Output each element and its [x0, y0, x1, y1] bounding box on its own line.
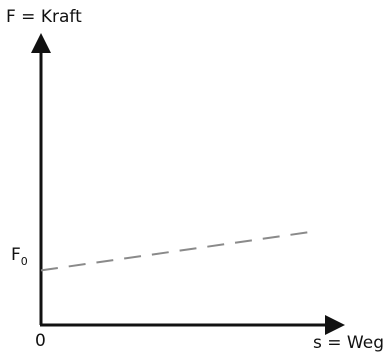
y-tick-label-subscript: 0: [21, 255, 28, 268]
origin-label: 0: [35, 331, 46, 351]
x-axis-label: s = Weg: [313, 333, 384, 353]
x-axis-arrowhead: [325, 315, 345, 335]
y-tick-label-f0: F0: [11, 245, 28, 268]
series-layer: [40, 231, 310, 272]
y-axis-arrowhead: [31, 33, 51, 53]
y-axis-label: F = Kraft: [6, 7, 82, 27]
y-tick-label-base: F: [11, 245, 21, 265]
series-line-0: [40, 231, 310, 272]
